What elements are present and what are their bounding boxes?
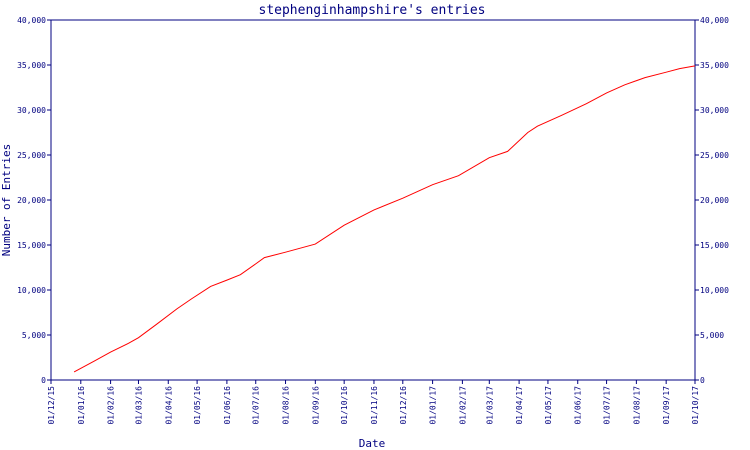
x-tick-label: 01/06/16 [223,386,232,425]
chart-title: stephenginhampshire's entries [259,3,486,18]
x-tick-label: 01/02/16 [107,386,116,425]
series-layer [73,65,696,373]
x-tick-label: 01/03/16 [134,386,143,425]
y-tick-label-right: 5,000 [700,331,724,340]
y-tick-label-left: 10,000 [17,286,46,295]
y-axis-left: 0 5,000 10,000 15,000 20,000 25,000 30,000 35,0… [17,16,51,385]
y-tick-label-right: 20,000 [700,196,729,205]
plot-area [50,19,696,381]
x-tick-label: 01/07/17 [603,386,612,425]
x-tick-label: 01/12/15 [47,386,56,425]
y-tick-label-right: 30,000 [700,106,729,115]
y-axis-right: 0 5,000 10,000 15,000 20,000 25,000 30,000 35,0… [695,16,729,385]
x-axis: 01/12/15 01/01/16 01/02/16 01/03/16 01/04/16… [47,380,700,425]
y-axis-label: Number of Entries [0,144,13,257]
x-tick-label: 01/11/16 [370,386,379,425]
x-tick-label: 01/05/16 [193,386,202,425]
y-tick-label-left: 35,000 [17,61,46,70]
x-tick-label: 01/01/17 [429,386,438,425]
y-tick-label-left: 40,000 [17,16,46,25]
y-tick-label-left: 15,000 [17,241,46,250]
x-tick-label: 01/10/16 [340,386,349,425]
x-tick-label: 01/04/17 [515,386,524,425]
y-tick-label-left: 0 [41,376,46,385]
y-tick-label-left: 25,000 [17,151,46,160]
x-tick-label: 01/06/17 [574,386,583,425]
y-tick-label-right: 15,000 [700,241,729,250]
y-tick-label-right: 40,000 [700,16,729,25]
series-line-entries [73,65,696,373]
x-tick-label: 01/04/16 [164,386,173,425]
y-tick-label-right: 0 [700,376,705,385]
x-tick-label: 01/09/17 [662,386,671,425]
x-tick-label: 01/12/16 [399,386,408,425]
x-tick-label: 01/08/17 [632,386,641,425]
x-axis-label: Date [359,437,386,450]
x-tick-label: 01/08/16 [282,386,291,425]
x-tick-label: 01/10/17 [691,386,700,425]
x-tick-label: 01/01/16 [77,386,86,425]
x-tick-label: 01/03/17 [485,386,494,425]
y-tick-label-left: 20,000 [17,196,46,205]
x-tick-label: 01/07/16 [252,386,261,425]
y-tick-label-right: 35,000 [700,61,729,70]
x-tick-label: 01/09/16 [311,386,320,425]
y-tick-label-right: 10,000 [700,286,729,295]
x-tick-label: 01/02/17 [458,386,467,425]
y-tick-label-left: 30,000 [17,106,46,115]
y-tick-label-right: 25,000 [700,151,729,160]
x-tick-label: 01/05/17 [544,386,553,425]
y-tick-label-left: 5,000 [22,331,46,340]
